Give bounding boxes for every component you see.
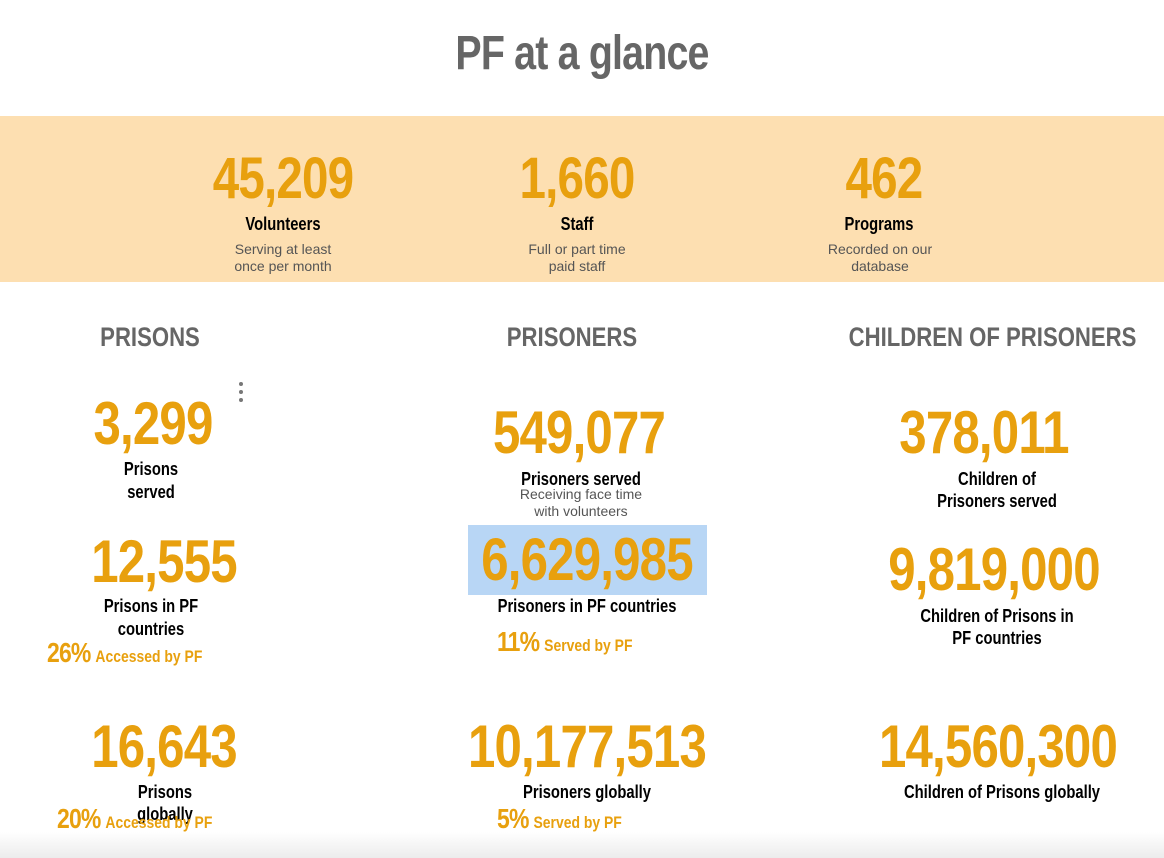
staff-desc-2: paid staff: [548, 258, 606, 274]
prisoners-global-value: 10,177,513: [467, 713, 707, 780]
children-in-pf-label-1: Children of Prisons in: [920, 606, 1074, 626]
selection-highlight: [468, 525, 707, 595]
prisoners-in-pf-label: Prisoners in PF countries: [497, 596, 677, 616]
children-in-pf-value: 9,819,000: [888, 536, 1100, 603]
prisons-served-label-1: Prisons: [123, 459, 179, 479]
prisons-in-pf-pct: 26% Accessed by PF: [47, 637, 202, 669]
prisoners-served-label: Prisoners served: [521, 469, 641, 489]
prisoners-in-pf-value[interactable]: 6,629,985: [481, 526, 693, 593]
children-in-pf-label-2: PF countries: [952, 628, 1042, 648]
prisons-global-pct: 20% Accessed by PF: [57, 803, 212, 835]
prisoners-heading: PRISONERS: [506, 322, 638, 352]
prisoners-global-label: Prisoners globally: [523, 782, 651, 802]
children-global-value: 14,560,300: [878, 713, 1118, 780]
prisons-in-pf-label-2: countries: [117, 619, 185, 639]
prisoners-global-pct: 5% Served by PF: [497, 803, 622, 835]
children-heading: CHILDREN OF PRISONERS: [848, 322, 1137, 352]
prisons-in-pf-pct-value: 26%: [47, 637, 91, 668]
prisons-in-pf-value: 12,555: [91, 528, 237, 595]
prisoners-in-pf-pct-text: Served by PF: [544, 636, 633, 655]
prisons-global-pct-text: Accessed by PF: [105, 813, 213, 832]
volunteers-value: 45,209: [212, 146, 354, 211]
programs-label: Programs: [844, 214, 914, 234]
prisoners-in-pf-pct-value: 11%: [497, 626, 540, 657]
staff-value: 1,660: [519, 146, 636, 211]
volunteers-desc-1: Serving at least: [234, 241, 332, 257]
prisons-served-label-2: served: [127, 482, 175, 502]
prisoners-global-pct-text: Served by PF: [533, 813, 622, 832]
prisons-heading: PRISONS: [100, 322, 200, 352]
prisoners-served-desc-2: with volunteers: [534, 503, 628, 519]
staff-label: Staff: [560, 214, 594, 234]
programs-desc-2: database: [851, 258, 909, 274]
summary-band: [0, 116, 1164, 282]
children-served-value: 378,011: [899, 399, 1069, 466]
prisons-global-label-1: Prisons: [137, 782, 193, 802]
programs-value: 462: [845, 146, 924, 211]
volunteers-label: Volunteers: [245, 214, 321, 234]
prisoners-served-value: 549,077: [492, 399, 666, 466]
prisons-global-label-2: globally: [137, 804, 193, 824]
more-vert-icon[interactable]: [237, 382, 245, 402]
prisons-global-value: 16,643: [91, 713, 237, 780]
bottom-shadow: [0, 832, 1164, 858]
volunteers-desc-2: once per month: [234, 258, 332, 274]
prisoners-served-desc-1: Receiving face time: [519, 486, 643, 502]
prisons-global-pct-value: 20%: [57, 803, 101, 834]
menu-dot: [239, 398, 243, 402]
prisoners-in-pf-pct: 11% Served by PF: [497, 626, 632, 658]
prisons-in-pf-pct-text: Accessed by PF: [95, 647, 203, 666]
children-served-label-1: Children of: [958, 469, 1036, 489]
prisoners-global-pct-value: 5%: [497, 803, 529, 834]
staff-desc-1: Full or part time: [528, 241, 626, 257]
children-served-label-2: Prisoners served: [937, 491, 1057, 511]
menu-dot: [239, 390, 243, 394]
programs-desc-1: Recorded on our: [827, 241, 933, 257]
prisons-served-value: 3,299: [93, 390, 213, 457]
prisons-in-pf-label-1: Prisons in PF: [103, 596, 199, 616]
menu-dot: [239, 382, 243, 386]
page-title: PF at a glance: [455, 27, 709, 80]
children-global-label: Children of Prisons globally: [903, 782, 1101, 802]
